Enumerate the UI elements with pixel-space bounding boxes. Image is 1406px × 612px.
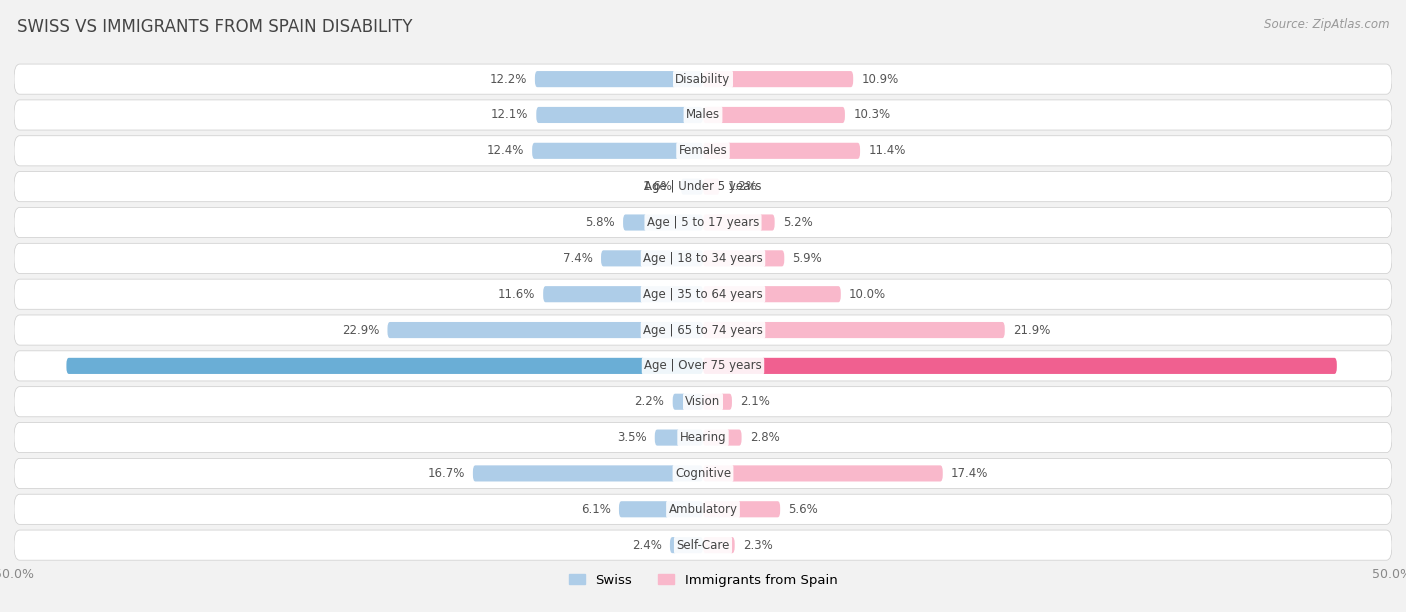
Text: 2.4%: 2.4% <box>631 539 662 551</box>
Text: 12.1%: 12.1% <box>491 108 529 121</box>
FancyBboxPatch shape <box>703 107 845 123</box>
FancyBboxPatch shape <box>703 179 720 195</box>
FancyBboxPatch shape <box>672 394 703 410</box>
FancyBboxPatch shape <box>14 494 1392 524</box>
Text: Source: ZipAtlas.com: Source: ZipAtlas.com <box>1264 18 1389 31</box>
Legend: Swiss, Immigrants from Spain: Swiss, Immigrants from Spain <box>568 573 838 586</box>
Text: Males: Males <box>686 108 720 121</box>
Text: Age | Over 75 years: Age | Over 75 years <box>644 359 762 372</box>
Text: SWISS VS IMMIGRANTS FROM SPAIN DISABILITY: SWISS VS IMMIGRANTS FROM SPAIN DISABILIT… <box>17 18 412 36</box>
Text: 11.4%: 11.4% <box>869 144 905 157</box>
FancyBboxPatch shape <box>703 71 853 87</box>
FancyBboxPatch shape <box>619 501 703 517</box>
FancyBboxPatch shape <box>655 430 703 446</box>
Text: Disability: Disability <box>675 73 731 86</box>
FancyBboxPatch shape <box>14 279 1392 309</box>
FancyBboxPatch shape <box>14 64 1392 94</box>
Text: 22.9%: 22.9% <box>342 324 380 337</box>
FancyBboxPatch shape <box>388 322 703 338</box>
FancyBboxPatch shape <box>14 530 1392 560</box>
FancyBboxPatch shape <box>703 286 841 302</box>
Text: Age | 35 to 64 years: Age | 35 to 64 years <box>643 288 763 300</box>
FancyBboxPatch shape <box>543 286 703 302</box>
Text: Vision: Vision <box>685 395 721 408</box>
FancyBboxPatch shape <box>703 501 780 517</box>
Text: 21.9%: 21.9% <box>1012 324 1050 337</box>
FancyBboxPatch shape <box>703 394 733 410</box>
Text: Age | 5 to 17 years: Age | 5 to 17 years <box>647 216 759 229</box>
FancyBboxPatch shape <box>14 351 1392 381</box>
FancyBboxPatch shape <box>703 214 775 231</box>
FancyBboxPatch shape <box>534 71 703 87</box>
Text: 46.2%: 46.2% <box>25 359 66 372</box>
Text: Ambulatory: Ambulatory <box>668 503 738 516</box>
FancyBboxPatch shape <box>703 143 860 159</box>
Text: 10.3%: 10.3% <box>853 108 890 121</box>
Text: 2.8%: 2.8% <box>749 431 779 444</box>
Text: Age | Under 5 years: Age | Under 5 years <box>644 180 762 193</box>
Text: 1.6%: 1.6% <box>643 180 672 193</box>
FancyBboxPatch shape <box>703 358 1337 374</box>
Text: 3.5%: 3.5% <box>617 431 647 444</box>
Text: Age | 65 to 74 years: Age | 65 to 74 years <box>643 324 763 337</box>
FancyBboxPatch shape <box>703 430 741 446</box>
FancyBboxPatch shape <box>531 143 703 159</box>
Text: Hearing: Hearing <box>679 431 727 444</box>
FancyBboxPatch shape <box>14 171 1392 202</box>
Text: 2.1%: 2.1% <box>740 395 770 408</box>
Text: 11.6%: 11.6% <box>498 288 534 300</box>
FancyBboxPatch shape <box>703 537 735 553</box>
FancyBboxPatch shape <box>14 422 1392 453</box>
FancyBboxPatch shape <box>66 358 703 374</box>
Text: 7.4%: 7.4% <box>562 252 593 265</box>
Text: Age | 18 to 34 years: Age | 18 to 34 years <box>643 252 763 265</box>
Text: 12.4%: 12.4% <box>486 144 524 157</box>
FancyBboxPatch shape <box>14 100 1392 130</box>
FancyBboxPatch shape <box>623 214 703 231</box>
Text: 46.0%: 46.0% <box>1340 359 1381 372</box>
FancyBboxPatch shape <box>14 387 1392 417</box>
FancyBboxPatch shape <box>600 250 703 266</box>
Text: 12.2%: 12.2% <box>489 73 527 86</box>
FancyBboxPatch shape <box>669 537 703 553</box>
FancyBboxPatch shape <box>703 322 1005 338</box>
FancyBboxPatch shape <box>14 315 1392 345</box>
Text: 1.2%: 1.2% <box>728 180 758 193</box>
FancyBboxPatch shape <box>703 250 785 266</box>
FancyBboxPatch shape <box>536 107 703 123</box>
FancyBboxPatch shape <box>681 179 703 195</box>
Text: 16.7%: 16.7% <box>427 467 464 480</box>
Text: 10.9%: 10.9% <box>862 73 898 86</box>
Text: 5.9%: 5.9% <box>793 252 823 265</box>
Text: 2.3%: 2.3% <box>742 539 773 551</box>
FancyBboxPatch shape <box>14 207 1392 237</box>
Text: Cognitive: Cognitive <box>675 467 731 480</box>
FancyBboxPatch shape <box>472 465 703 482</box>
FancyBboxPatch shape <box>703 465 943 482</box>
Text: 17.4%: 17.4% <box>950 467 988 480</box>
Text: 6.1%: 6.1% <box>581 503 610 516</box>
Text: 2.2%: 2.2% <box>634 395 665 408</box>
Text: Self-Care: Self-Care <box>676 539 730 551</box>
Text: 5.8%: 5.8% <box>585 216 614 229</box>
FancyBboxPatch shape <box>14 244 1392 274</box>
Text: Females: Females <box>679 144 727 157</box>
Text: 10.0%: 10.0% <box>849 288 886 300</box>
FancyBboxPatch shape <box>14 458 1392 488</box>
FancyBboxPatch shape <box>14 136 1392 166</box>
Text: 5.2%: 5.2% <box>783 216 813 229</box>
Text: 5.6%: 5.6% <box>789 503 818 516</box>
